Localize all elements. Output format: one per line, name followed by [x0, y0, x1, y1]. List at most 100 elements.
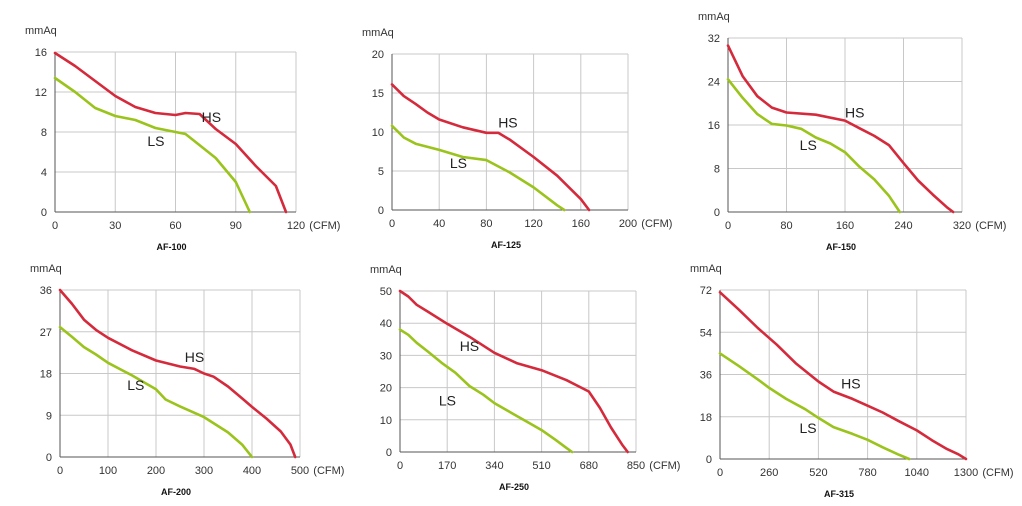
x-tick-label: 30 — [109, 220, 121, 232]
y-tick-label: 0 — [714, 207, 720, 219]
x-tick-label: 850 — [627, 460, 645, 472]
x-tick-label: 200 — [147, 465, 165, 477]
model-title: AF-100 — [156, 242, 186, 252]
y-tick-label: 0 — [706, 454, 712, 466]
x-tick-label: 100 — [99, 465, 117, 477]
x-unit-label: (CFM) — [309, 220, 340, 232]
x-unit-label: (CFM) — [313, 465, 344, 477]
curve-label-hs: HS — [460, 338, 479, 354]
x-tick-label: 160 — [836, 220, 854, 232]
curve-label-hs: HS — [841, 376, 860, 392]
x-tick-label: 120 — [287, 220, 305, 232]
y-tick-label: 20 — [380, 383, 392, 395]
curve-label-hs: HS — [202, 109, 221, 125]
y-tick-label: 32 — [708, 33, 720, 45]
model-title: AF-125 — [491, 240, 521, 250]
x-unit-label: (CFM) — [975, 220, 1006, 232]
y-axis-label: mmAq — [30, 263, 62, 275]
x-tick-label: 40 — [433, 218, 445, 230]
curve-label-ls: LS — [147, 133, 164, 149]
y-tick-label: 72 — [700, 285, 712, 297]
y-tick-label: 36 — [700, 370, 712, 382]
series-line-ls — [390, 124, 566, 212]
y-axis-label: mmAq — [25, 25, 57, 37]
curve-label-ls: LS — [450, 155, 467, 171]
series-line-ls — [398, 328, 574, 454]
y-tick-label: 15 — [372, 88, 384, 100]
y-tick-label: 0 — [386, 447, 392, 459]
y-tick-label: 0 — [378, 205, 384, 217]
series-line-ls — [58, 325, 254, 459]
y-tick-label: 16 — [708, 120, 720, 132]
y-axis-label: mmAq — [698, 11, 730, 23]
model-title: AF-315 — [824, 489, 854, 499]
series-line-hs — [718, 290, 968, 461]
series-line-hs — [53, 51, 288, 214]
x-unit-label: (CFM) — [649, 460, 680, 472]
y-tick-label: 18 — [700, 412, 712, 424]
y-tick-label: 10 — [380, 415, 392, 427]
x-tick-label: 400 — [243, 465, 261, 477]
y-axis-label: mmAq — [370, 264, 402, 276]
y-tick-label: 8 — [714, 164, 720, 176]
y-tick-label: 0 — [46, 452, 52, 464]
x-unit-label: (CFM) — [982, 467, 1013, 479]
x-tick-label: 0 — [397, 460, 403, 472]
x-tick-label: 160 — [572, 218, 590, 230]
x-tick-label: 80 — [480, 218, 492, 230]
x-tick-label: 0 — [725, 220, 731, 232]
chart-5: 0 18 36 54 72 0 260 520 780 1040 1300 (CFM) mmAq AF-3… — [690, 263, 1014, 499]
x-tick-label: 60 — [169, 220, 181, 232]
y-tick-label: 12 — [35, 87, 47, 99]
y-tick-label: 8 — [41, 127, 47, 139]
x-tick-label: 340 — [485, 460, 503, 472]
curve-label-hs: HS — [498, 114, 517, 130]
curve-label-ls: LS — [127, 377, 144, 393]
x-tick-label: 300 — [195, 465, 213, 477]
y-tick-label: 30 — [380, 350, 392, 362]
series-line-hs — [58, 288, 297, 459]
y-tick-label: 40 — [380, 318, 392, 330]
y-tick-label: 18 — [40, 369, 52, 381]
curve-label-ls: LS — [799, 420, 816, 436]
x-tick-label: 500 — [291, 465, 309, 477]
y-tick-label: 20 — [372, 49, 384, 61]
chart-0: 0 4 8 12 16 0 30 60 90 120 (CFM) mmAq AF-100 HS LS — [25, 25, 340, 252]
x-tick-label: 0 — [57, 465, 63, 477]
x-tick-label: 1300 — [954, 467, 978, 479]
y-tick-label: 16 — [35, 47, 47, 59]
y-tick-label: 24 — [708, 77, 720, 89]
y-tick-label: 0 — [41, 207, 47, 219]
series-line-ls — [726, 78, 902, 214]
y-axis-label: mmAq — [690, 263, 722, 275]
y-tick-label: 5 — [378, 166, 384, 178]
series-line-hs — [726, 44, 955, 214]
series-line-ls — [718, 352, 911, 461]
y-tick-label: 54 — [700, 327, 712, 339]
x-tick-label: 170 — [438, 460, 456, 472]
x-tick-label: 320 — [953, 220, 971, 232]
y-tick-label: 9 — [46, 410, 52, 422]
y-tick-label: 50 — [380, 286, 392, 298]
x-tick-label: 120 — [524, 218, 542, 230]
x-tick-label: 1040 — [905, 467, 929, 479]
y-tick-label: 4 — [41, 167, 47, 179]
x-tick-label: 520 — [809, 467, 827, 479]
model-title: AF-250 — [499, 482, 529, 492]
series-line-hs — [398, 289, 630, 454]
curve-label-hs: HS — [185, 349, 204, 365]
curve-label-ls: LS — [439, 393, 456, 409]
y-axis-label: mmAq — [362, 27, 394, 39]
x-tick-label: 200 — [619, 218, 637, 230]
series-line-hs — [390, 83, 591, 212]
curve-label-hs: HS — [845, 104, 864, 120]
x-tick-label: 510 — [532, 460, 550, 472]
x-tick-label: 80 — [780, 220, 792, 232]
y-tick-label: 36 — [40, 285, 52, 297]
x-tick-label: 240 — [894, 220, 912, 232]
x-tick-label: 0 — [717, 467, 723, 479]
x-tick-label: 780 — [858, 467, 876, 479]
